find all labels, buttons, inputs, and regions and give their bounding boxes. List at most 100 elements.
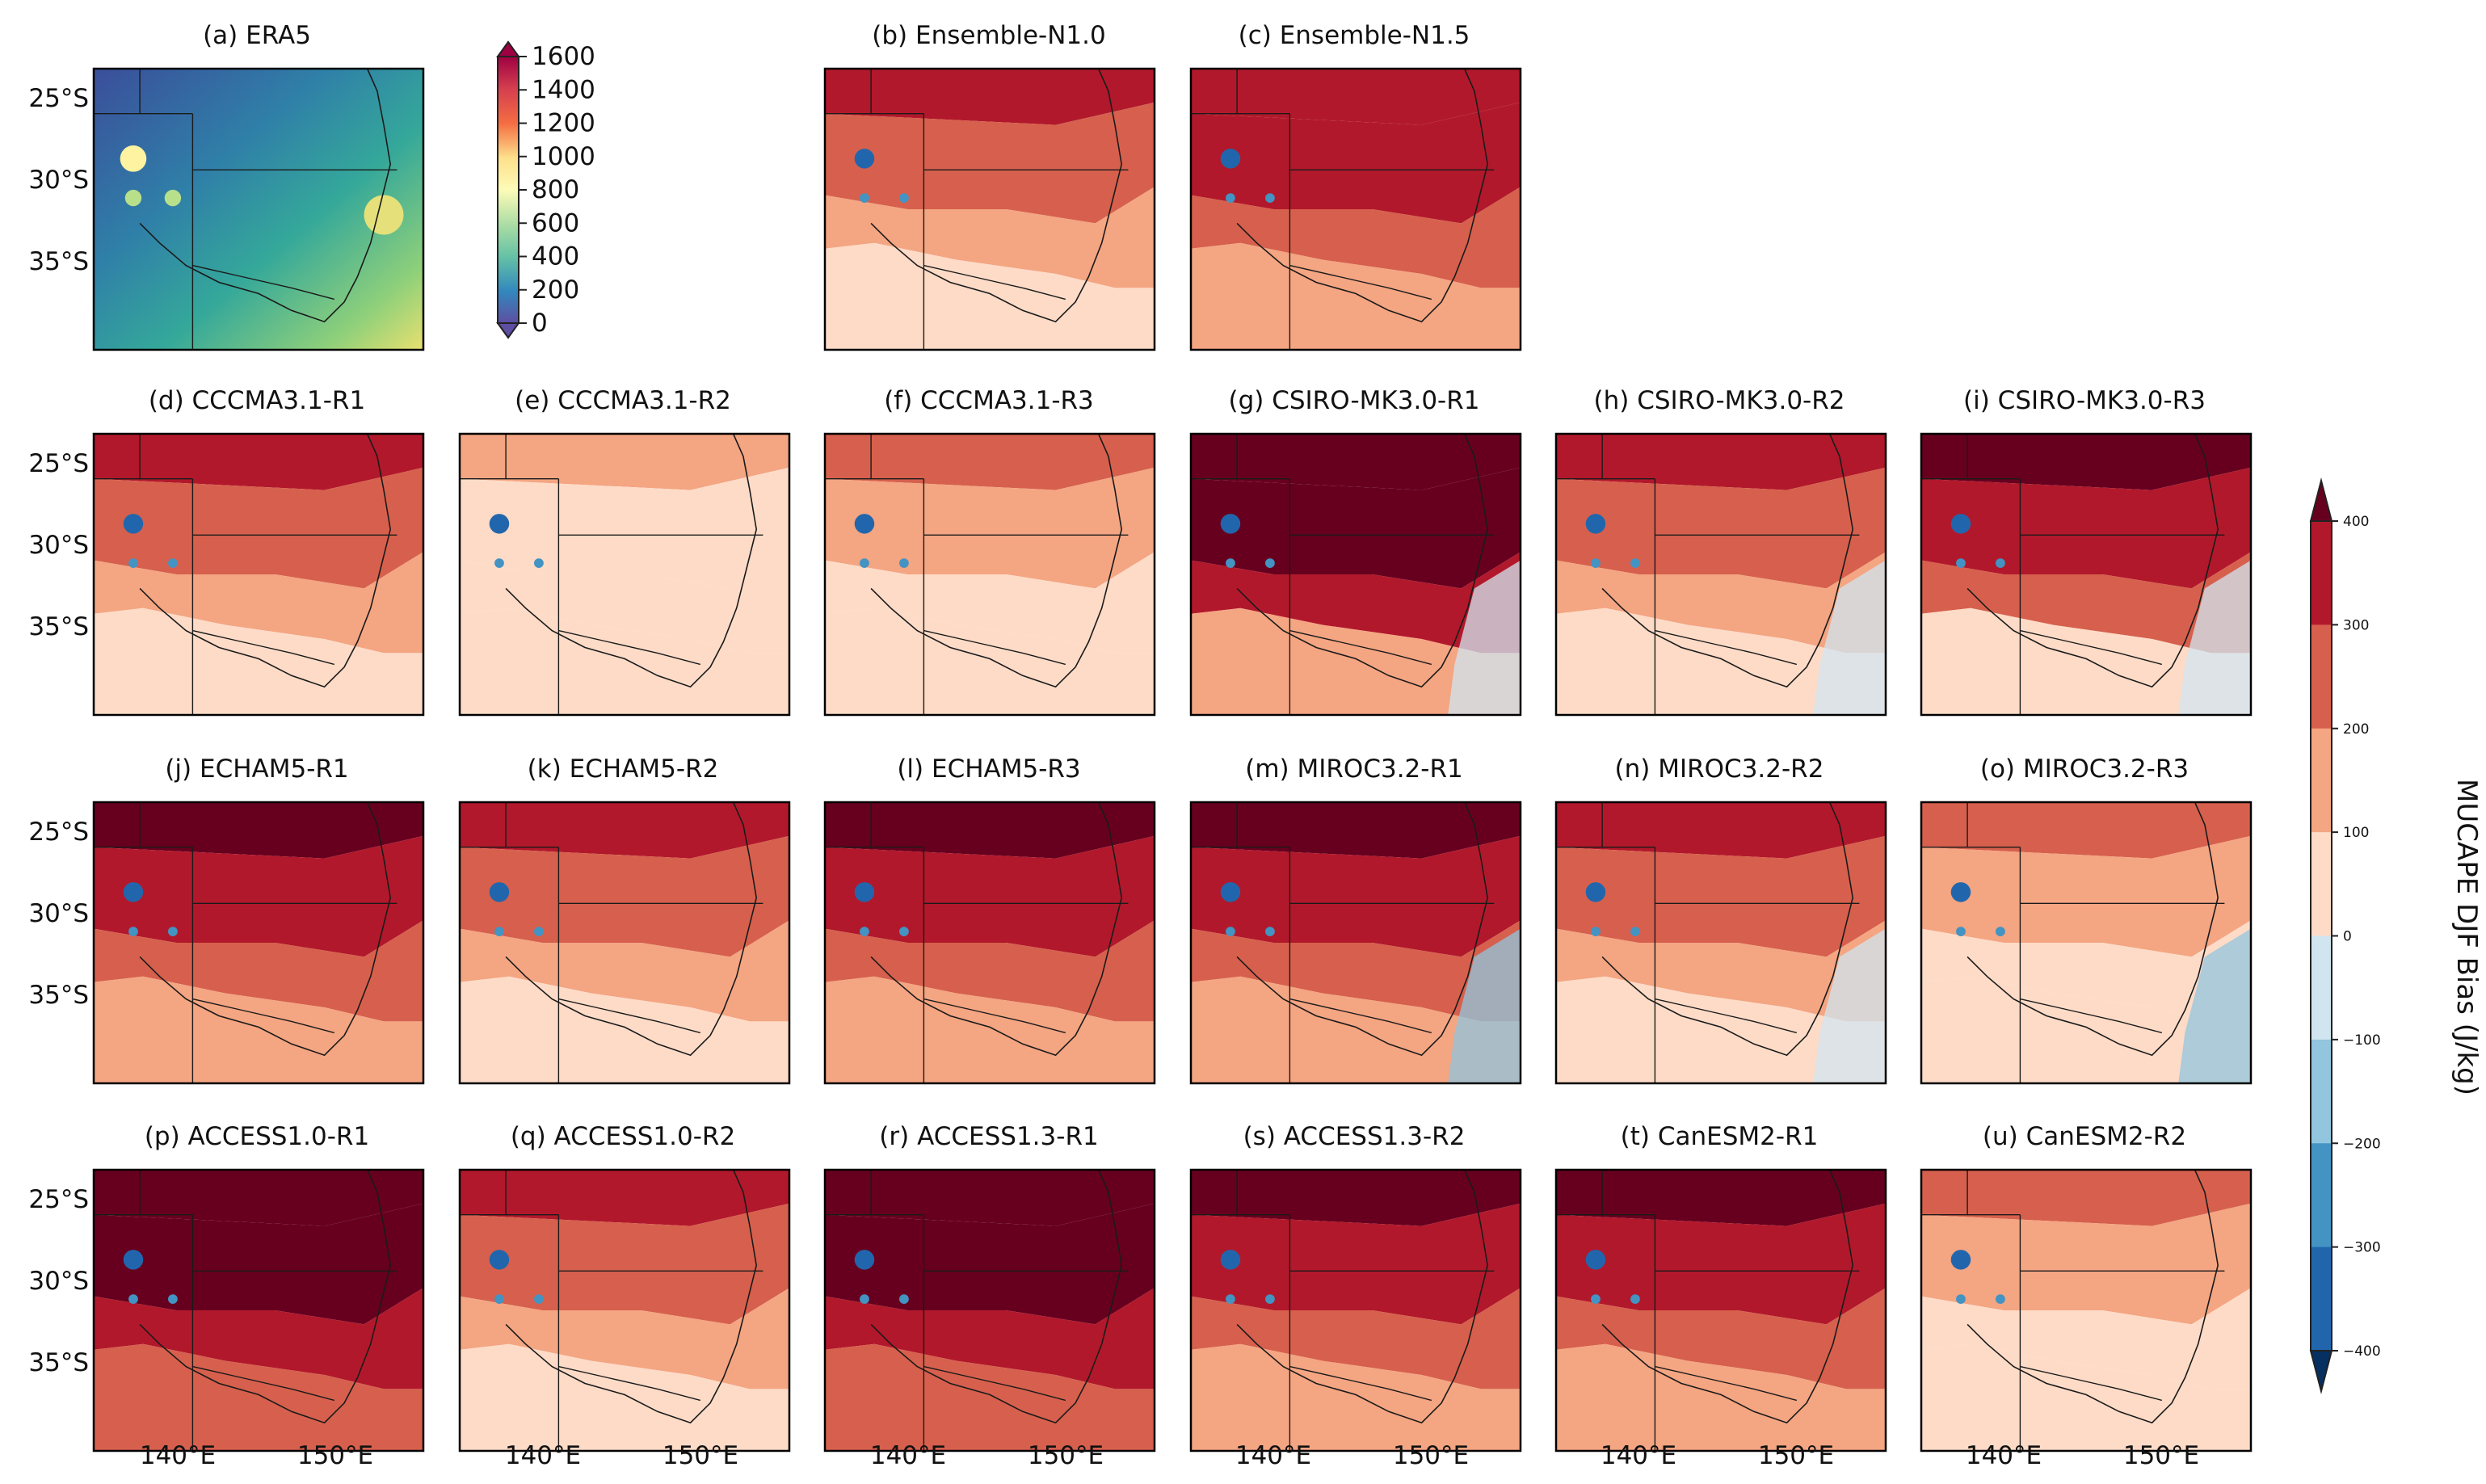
bias-band <box>1556 1288 1886 1389</box>
longitude-labels: 140°E 150°E 140°E 150°E 140°E 150°E 140°… <box>140 1441 2199 1470</box>
lat-label: 35°S <box>28 612 89 641</box>
lon-label: 150°E <box>663 1441 738 1470</box>
bias-band <box>825 835 1155 957</box>
bias-band <box>460 920 789 1022</box>
bias-colorbar-tick-label: −400 <box>2343 1343 2381 1360</box>
bias-colorbar-label: MUCAPE DJF Bias (J/kg) <box>2450 779 2483 1095</box>
lake-bias-spot <box>168 1294 178 1304</box>
lake-bias-spot <box>1956 558 1966 568</box>
panel-title-d: (d) CCCMA3.1-R1 <box>149 386 365 415</box>
lake-bias-spot <box>899 558 909 568</box>
panel-title-n: (n) MIROC3.2-R2 <box>1615 755 1824 784</box>
panel-title-c: (c) Ensemble-N1.5 <box>1239 21 1470 50</box>
lake-bias-spot <box>1585 514 1606 534</box>
sea-bias-region <box>1813 928 1886 1083</box>
era5-colorbar-tick-label: 1000 <box>532 142 595 171</box>
map-panel-s <box>1189 1168 1522 1452</box>
bias-band <box>1921 1288 2251 1389</box>
state-border <box>1289 998 1432 1034</box>
lake-bias-spot <box>168 558 178 568</box>
panel-frame <box>1189 801 1522 1085</box>
lake-bias-spot <box>854 514 875 534</box>
panel-title-o: (o) MIROC3.2-R3 <box>1980 755 2189 784</box>
bias-band <box>825 1288 1155 1389</box>
bias-band <box>94 607 423 715</box>
coastline <box>505 1170 758 1424</box>
lat-label: 30°S <box>28 166 89 195</box>
state-border <box>558 1365 700 1402</box>
lake-bias-spot <box>128 558 138 568</box>
map-panel-r <box>823 1168 1156 1452</box>
bias-band <box>94 1288 423 1389</box>
coastline <box>870 1170 1123 1424</box>
bias-band <box>825 552 1155 654</box>
lat-label: 35°S <box>28 1348 89 1377</box>
lake-bias-spot <box>123 1250 144 1270</box>
era5-hotspot <box>124 189 142 207</box>
lake-bias-spot <box>1265 558 1275 568</box>
bias-band <box>1556 607 1886 715</box>
panel-title-t: (t) CanESM2-R1 <box>1621 1122 1819 1151</box>
bias-band <box>94 1170 423 1226</box>
state-border <box>558 998 700 1034</box>
era5-colorbar-bottom-arrow <box>496 322 520 339</box>
panel-frame <box>458 801 791 1085</box>
panel-frame <box>823 801 1156 1085</box>
bias-colorbar-cell <box>2311 1246 2332 1352</box>
lon-label: 140°E <box>140 1441 216 1470</box>
lake-bias-spot <box>489 1250 510 1270</box>
state-border <box>923 629 1066 666</box>
state-border <box>2020 629 2162 666</box>
bias-band <box>460 1343 789 1451</box>
state-border <box>558 629 700 666</box>
bias-band <box>825 920 1155 1022</box>
bias-band <box>825 102 1155 224</box>
era5-colorbar-tick-label: 400 <box>532 242 579 271</box>
panel-title-f: (f) CCCMA3.1-R3 <box>884 386 1094 415</box>
latitude-labels: 25°S 30°S 35°S 25°S 30°S 35°S 25°S 30°S … <box>28 84 89 1377</box>
bias-band <box>460 1203 789 1325</box>
panel-frame <box>458 1168 791 1452</box>
lake-bias-spot <box>860 1294 869 1304</box>
panel-title-g: (g) CSIRO-MK3.0-R1 <box>1229 386 1480 415</box>
lat-label: 25°S <box>28 818 89 847</box>
bias-band <box>460 552 789 654</box>
lake-bias-spot <box>1220 882 1241 902</box>
era5-colorbar-tick-label: 1600 <box>532 42 595 71</box>
lake-bias-spot <box>1226 1294 1235 1304</box>
bias-colorbar-cell <box>2311 728 2332 833</box>
sea-bias-region <box>1813 560 1886 715</box>
bias-band <box>825 1343 1155 1451</box>
panel-title-q: (q) ACCESS1.0-R2 <box>511 1122 735 1151</box>
map-panel-u <box>1920 1168 2253 1452</box>
era5-hotspot <box>164 189 182 207</box>
coastline <box>139 434 392 688</box>
sea-bias-region <box>1448 928 1521 1083</box>
coastline <box>1236 1170 1489 1424</box>
map-panel-j <box>92 801 425 1085</box>
bias-band <box>1191 102 1521 224</box>
bias-colorbar-tick-label: 0 <box>2343 929 2352 945</box>
bias-band <box>1556 1170 1886 1226</box>
state-border <box>2020 998 2162 1034</box>
lake-bias-spot <box>534 558 544 568</box>
bias-band <box>1921 434 2251 490</box>
panel-title-m: (m) MIROC3.2-R1 <box>1245 755 1462 784</box>
lake-bias-spot <box>1220 514 1241 534</box>
coastline <box>1236 434 1489 688</box>
bias-band <box>1191 607 1521 715</box>
panel-frame <box>1554 801 1887 1085</box>
lake-bias-spot <box>1585 1250 1606 1270</box>
bias-band <box>825 1170 1155 1226</box>
lake-bias-spot <box>1996 558 2005 568</box>
map-panel-i <box>1920 432 2253 717</box>
bias-band <box>94 467 423 589</box>
lake-bias-spot <box>854 1250 875 1270</box>
map-panel-e <box>458 432 791 717</box>
bias-band <box>1556 976 1886 1083</box>
panel-frame <box>1189 432 1522 717</box>
lake-bias-spot <box>1220 1250 1241 1270</box>
panel-frame <box>458 432 791 717</box>
bias-band <box>1556 1343 1886 1451</box>
panel-frame <box>1920 1168 2253 1452</box>
